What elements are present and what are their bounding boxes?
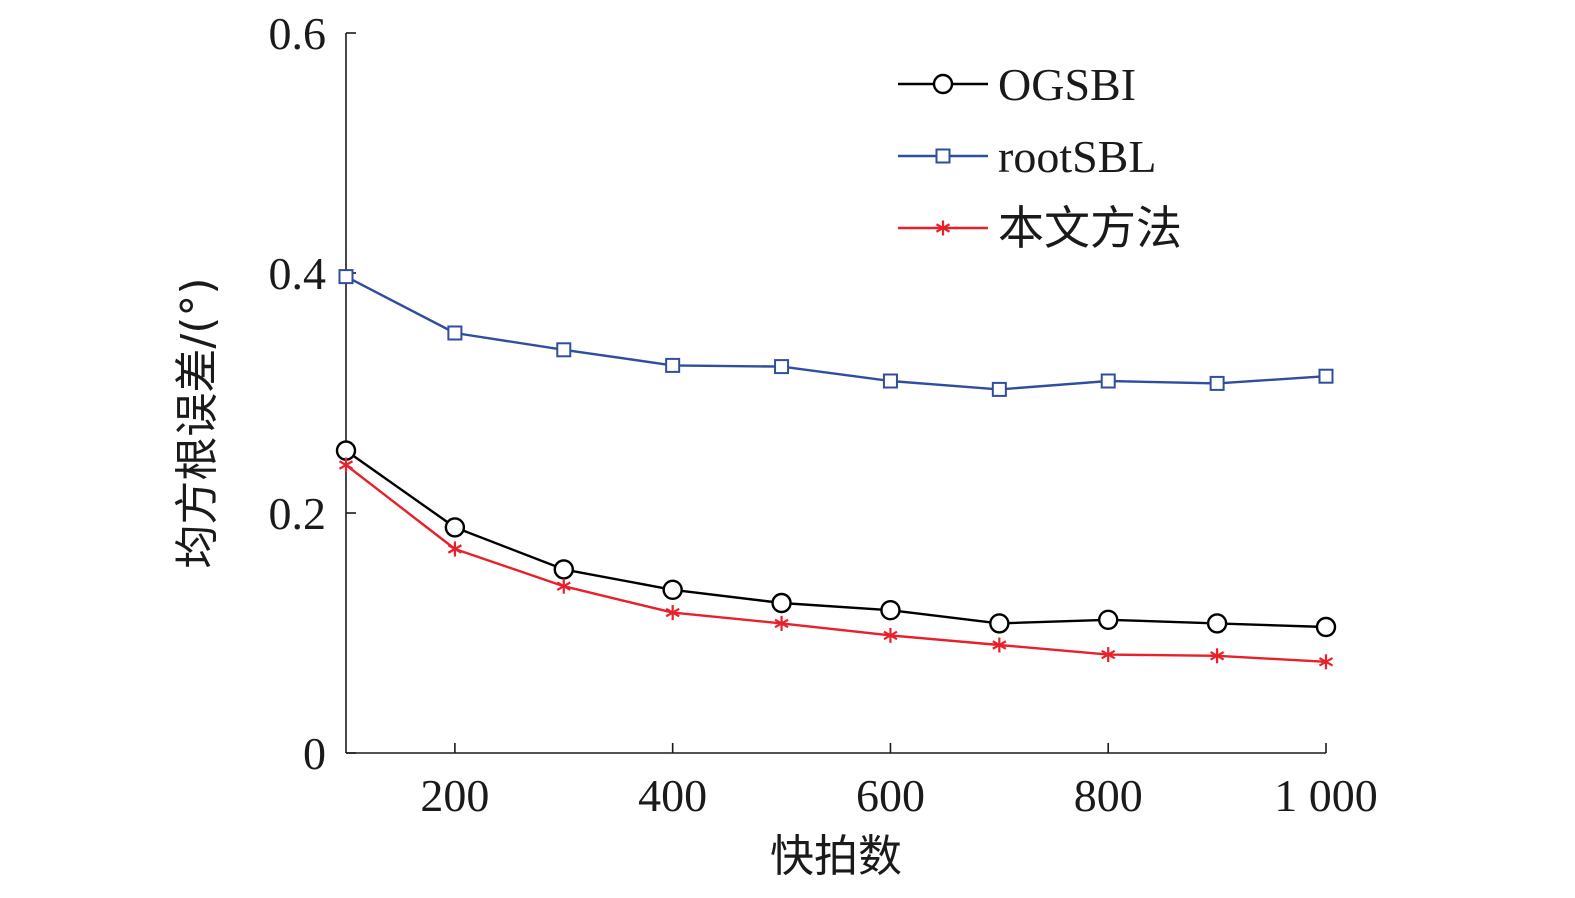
data-point xyxy=(335,440,357,461)
legend-label: rootSBL xyxy=(998,131,1156,182)
legend-entry: 本文方法 xyxy=(898,203,1182,254)
x-tick-label: 800 xyxy=(1074,770,1143,821)
data-point xyxy=(1098,609,1119,630)
data-point xyxy=(880,600,901,621)
data-point xyxy=(883,627,898,643)
data-point xyxy=(1210,648,1225,664)
data-point xyxy=(992,637,1007,653)
data-point xyxy=(665,605,680,621)
legend-entry: OGSBI xyxy=(898,59,1136,110)
series-1 xyxy=(335,440,1337,638)
series-line xyxy=(345,275,1327,391)
data-point xyxy=(447,541,462,557)
y-tick-label: 0.4 xyxy=(269,248,327,299)
x-axis-title: 快拍数 xyxy=(770,831,902,882)
x-tick-label: 400 xyxy=(638,770,707,821)
data-point xyxy=(553,559,574,580)
data-point xyxy=(556,578,571,594)
data-point xyxy=(338,457,354,473)
legend: OGSBI rootSBL 本文方法 xyxy=(898,59,1182,254)
data-point xyxy=(662,579,683,600)
data-point xyxy=(1206,613,1228,634)
legend-marker xyxy=(935,148,951,164)
data-point xyxy=(774,615,789,631)
axes: 0 0.2 0.4 0.6 200 400 600 800 1 000 xyxy=(269,8,1378,821)
y-tick-label: 0 xyxy=(303,728,326,779)
data-point xyxy=(338,269,354,285)
data-point xyxy=(1318,368,1334,384)
data-point xyxy=(774,359,790,375)
legend-marker xyxy=(932,73,954,95)
data-point xyxy=(447,325,463,341)
legend-entry: rootSBL xyxy=(898,131,1156,182)
series-line xyxy=(345,449,1327,629)
series-3 xyxy=(338,457,1334,670)
y-tick-label: 0.2 xyxy=(269,488,327,539)
data-point xyxy=(1100,373,1116,389)
data-point xyxy=(1315,616,1337,638)
y-axis-title: 均方根误差/(°) xyxy=(172,277,223,568)
data-point xyxy=(556,342,572,358)
series-line xyxy=(345,464,1327,663)
data-point xyxy=(444,517,466,538)
legend-label: OGSBI xyxy=(998,59,1136,110)
data-point xyxy=(665,357,681,373)
legend-label: 本文方法 xyxy=(998,203,1182,254)
x-tick-label: 600 xyxy=(856,770,925,821)
data-point xyxy=(989,613,1010,634)
x-tick-label: 200 xyxy=(420,770,489,821)
data-point xyxy=(1318,654,1334,670)
data-point xyxy=(771,592,792,614)
data-point xyxy=(882,373,898,389)
data-point xyxy=(991,381,1007,397)
data-point xyxy=(1209,375,1225,391)
series-2 xyxy=(338,269,1334,397)
legend-marker xyxy=(935,220,951,236)
y-tick-label: 0.6 xyxy=(269,8,327,59)
data-point xyxy=(1101,647,1116,663)
x-tick-label: 1 000 xyxy=(1274,770,1378,821)
series-layer xyxy=(335,269,1337,670)
